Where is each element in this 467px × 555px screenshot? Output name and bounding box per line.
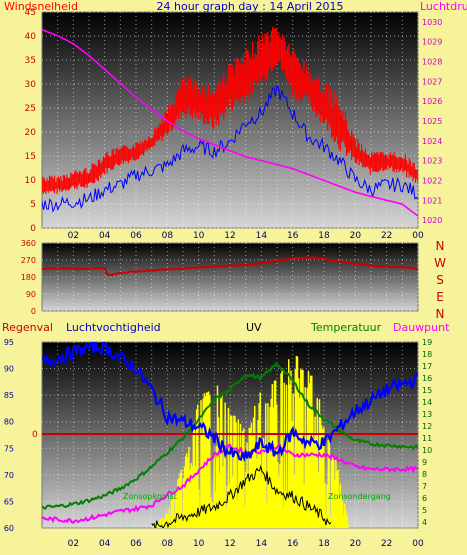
- x-tick-label: 12: [224, 539, 235, 549]
- temperature-y-tick: 8: [422, 470, 427, 479]
- x-tick-label: 18: [318, 539, 330, 549]
- direction-y-tick: 0: [31, 307, 36, 316]
- x-tick-label: 14: [256, 539, 268, 549]
- wind-y-tick: 10: [25, 176, 37, 186]
- wind-y-tick: 20: [25, 128, 37, 138]
- temperature-y-tick: 16: [422, 374, 432, 383]
- x-tick-label: 20: [350, 231, 362, 241]
- wind-y-tick: 45: [25, 8, 36, 18]
- direction-y-tick: 180: [21, 273, 36, 282]
- pressure-y-tick: 1022: [422, 176, 442, 185]
- rain-zero-label: 0: [32, 430, 38, 440]
- x-tick-label: 00: [412, 539, 424, 549]
- compass-label: N: [436, 239, 445, 253]
- pressure-y-tick: 1029: [422, 38, 442, 47]
- compass-label: E: [436, 290, 444, 304]
- temperature-y-tick: 11: [422, 434, 432, 443]
- temperature-y-tick: 14: [422, 398, 432, 407]
- humidity-y-tick: 65: [4, 497, 14, 506]
- temperature-y-tick: 17: [422, 362, 432, 371]
- x-tick-label: 16: [287, 231, 299, 241]
- x-tick-label: 04: [99, 539, 111, 549]
- wind-average-line: [42, 84, 418, 213]
- wind-axis-title: Windsnelheid: [4, 0, 78, 13]
- direction-y-tick: 90: [26, 290, 36, 299]
- compass-label: W: [434, 256, 446, 270]
- temperature-y-tick: 13: [422, 410, 432, 419]
- solar-line: [151, 464, 332, 528]
- legend-temperatuur: Temperatuur: [310, 321, 382, 334]
- pressure-line: [42, 29, 418, 217]
- direction-grid: [42, 242, 419, 312]
- direction-y-tick: 360: [21, 239, 36, 248]
- legend-regenval: Regenval: [2, 321, 53, 334]
- humidity-y-tick: 80: [4, 418, 14, 427]
- wind-y-tick: 0: [30, 224, 36, 234]
- humidity-y-tick: 75: [4, 444, 14, 453]
- x-tick-label: 18: [318, 231, 330, 241]
- x-tick-label: 06: [130, 231, 142, 241]
- pressure-y-tick: 1030: [422, 18, 442, 27]
- x-tick-label: 02: [68, 539, 79, 549]
- x-tick-label: 20: [350, 539, 362, 549]
- humidity-y-tick: 70: [4, 471, 14, 480]
- temperature-y-tick: 5: [422, 506, 427, 515]
- x-tick-label: 08: [162, 539, 174, 549]
- temperature-y-tick: 12: [422, 422, 432, 431]
- pressure-y-tick: 1026: [422, 97, 442, 106]
- temperature-y-tick: 9: [422, 458, 427, 467]
- temperature-y-tick: 19: [422, 338, 432, 347]
- temperature-line: [42, 363, 418, 511]
- pressure-y-tick: 1028: [422, 58, 442, 67]
- pressure-y-tick: 1027: [422, 77, 442, 86]
- humidity-line: [42, 342, 418, 463]
- x-tick-label: 10: [193, 539, 205, 549]
- legend-dauwpunt: Dauwpunt: [393, 321, 450, 334]
- temperature-y-tick: 10: [422, 446, 432, 455]
- pressure-axis-title: Luchtdruk: [420, 0, 467, 13]
- temperature-y-tick: 18: [422, 350, 432, 359]
- compass-label: N: [436, 307, 445, 321]
- compass-label: S: [436, 273, 444, 287]
- humidity-y-tick: 90: [4, 365, 14, 374]
- sunset-label: Zonsondergang: [328, 492, 391, 501]
- humidity-y-tick: 60: [4, 524, 14, 533]
- x-tick-label: 08: [162, 231, 174, 241]
- humidity-y-tick: 95: [4, 338, 14, 347]
- sunrise-label: Zonsopkomst: [123, 492, 177, 501]
- humidity-y-tick: 85: [4, 391, 14, 400]
- wind-y-tick: 25: [25, 104, 36, 114]
- direction-y-tick: 270: [21, 256, 36, 265]
- dewpoint-line: [42, 443, 418, 525]
- wind-y-tick: 40: [25, 32, 37, 42]
- pressure-y-tick: 1024: [422, 137, 442, 146]
- pressure-y-tick: 1021: [422, 196, 442, 205]
- legend-uv: UV: [246, 321, 262, 334]
- x-tick-label: 10: [193, 231, 205, 241]
- x-tick-label: 22: [381, 231, 392, 241]
- legend-luchtvochtigheid: Luchtvochtigheid: [66, 321, 161, 334]
- wind-y-tick: 15: [25, 152, 36, 162]
- wind-y-tick: 30: [25, 80, 37, 90]
- x-tick-label: 16: [287, 539, 299, 549]
- temperature-y-tick: 15: [422, 386, 432, 395]
- x-tick-label: 22: [381, 539, 392, 549]
- pressure-y-tick: 1020: [422, 216, 442, 225]
- chart-title: 24 hour graph day : 14 April 2015: [157, 0, 344, 13]
- x-tick-label: 00: [412, 231, 424, 241]
- pressure-y-tick: 1025: [422, 117, 442, 126]
- temperature-y-tick: 4: [422, 518, 427, 527]
- temperature-y-tick: 7: [422, 482, 427, 491]
- x-tick-label: 02: [68, 231, 79, 241]
- wind-y-tick: 5: [30, 200, 36, 210]
- x-tick-label: 04: [99, 231, 111, 241]
- x-tick-label: 14: [256, 231, 268, 241]
- wind-y-tick: 35: [25, 56, 36, 66]
- x-tick-label: 12: [224, 231, 235, 241]
- pressure-y-tick: 1023: [422, 157, 442, 166]
- temperature-y-tick: 6: [422, 494, 427, 503]
- x-tick-label: 06: [130, 539, 142, 549]
- wind-direction-line: [42, 255, 418, 277]
